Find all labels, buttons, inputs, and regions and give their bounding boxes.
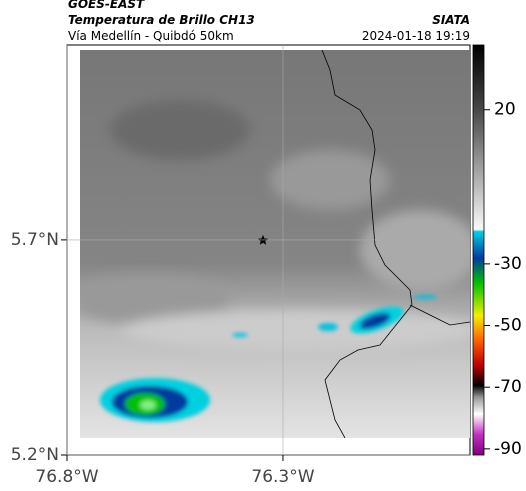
lat-tick-label: 5.7°N: [11, 230, 59, 250]
colorbar-label: -70: [494, 377, 522, 397]
lat-tick-label: 5.2°N: [11, 445, 59, 465]
colorbar: [472, 44, 485, 456]
lon-tick-label: 76.8°W: [35, 467, 98, 487]
product: Temperatura de Brillo CH13: [68, 13, 255, 27]
colorbar-label: -50: [494, 316, 522, 336]
region: Vía Medellín - Quibdó 50km: [68, 29, 234, 43]
map-image: [80, 50, 470, 438]
datetime: 2024-01-18 19:19: [362, 29, 470, 43]
colorbar-label: -30: [494, 254, 522, 274]
lon-tick-label: 76.3°W: [251, 467, 314, 487]
colorbar-label: 20: [494, 100, 516, 120]
agency: GOES-EAST: [68, 0, 145, 11]
source: SIATA: [432, 13, 470, 27]
colorbar-label: -90: [494, 439, 522, 459]
